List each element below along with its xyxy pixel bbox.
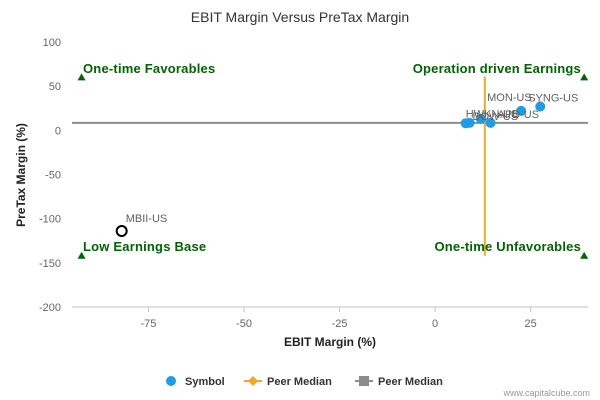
quadrant-top-left-label: One-time Favorables xyxy=(83,61,215,76)
legend-symbol-label: Symbol xyxy=(185,376,225,388)
legend-symbol-circle-icon xyxy=(166,376,176,386)
quadrant-bottom-right-label: One-time Unfavorables xyxy=(434,239,581,254)
data-point-label: SYNG-US xyxy=(528,92,578,104)
legend: Symbol Peer Median Peer Median xyxy=(166,376,443,388)
quadrant-triangle-marker xyxy=(580,73,589,81)
y-ticks: 100 50 0 -50 -100 -150 -200 xyxy=(39,37,61,314)
quadrant-bottom-left-label: Low Earnings Base xyxy=(83,239,206,254)
quadrant-markers xyxy=(77,73,589,259)
data-point xyxy=(464,117,475,128)
y-tick-label: 0 xyxy=(55,125,61,137)
y-tick-label: -150 xyxy=(39,258,61,270)
legend-peer-median-x-label: Peer Median xyxy=(267,376,332,388)
legend-peer-median-y-label: Peer Median xyxy=(378,376,443,388)
y-tick-label: 100 xyxy=(43,37,61,49)
quadrant-top-right-label: Operation driven Earnings xyxy=(413,61,581,76)
y-axis-label: PreTax Margin (%) xyxy=(14,123,28,227)
y-tick-label: 50 xyxy=(49,81,61,93)
legend-diamond-icon xyxy=(248,376,258,386)
legend-square-icon xyxy=(359,376,369,386)
data-point-label: MON-US xyxy=(487,92,532,104)
data-point-label: DOW-US xyxy=(473,111,519,123)
y-tick-label: -50 xyxy=(45,170,61,182)
data-point xyxy=(475,113,486,124)
x-ticks: -75 -50 -25 0 25 xyxy=(140,307,537,330)
legend-item-peer-median-y[interactable]: Peer Median xyxy=(355,376,443,388)
x-axis-label: EBIT Margin (%) xyxy=(284,335,376,349)
data-point-label: MBII-US xyxy=(126,213,168,225)
y-tick-label: -100 xyxy=(39,214,61,226)
quadrant-triangle-marker xyxy=(77,251,86,259)
peer-median-lines xyxy=(72,76,588,256)
x-tick-label: 0 xyxy=(432,318,438,330)
legend-item-peer-median-x[interactable]: Peer Median xyxy=(244,376,332,388)
data-point-hollow xyxy=(115,225,128,238)
data-point xyxy=(516,105,527,116)
data-point-label: APD-US xyxy=(498,109,540,121)
chart-title: EBIT Margin Versus PreTax Margin xyxy=(191,9,409,25)
x-tick-label: -50 xyxy=(236,318,252,330)
data-point xyxy=(485,117,496,128)
quadrant-triangle-marker xyxy=(77,73,86,81)
y-tick-label: -200 xyxy=(39,302,61,314)
credit-text[interactable]: www.capitalcube.com xyxy=(502,388,590,398)
x-tick-label: -75 xyxy=(140,318,156,330)
legend-item-symbol[interactable]: Symbol xyxy=(166,376,225,388)
x-tick-label: -25 xyxy=(332,318,348,330)
x-tick-label: 25 xyxy=(525,318,537,330)
data-point-label: HWKN-US xyxy=(466,108,519,120)
data-point xyxy=(535,101,546,112)
quadrant-triangle-marker xyxy=(580,251,589,259)
